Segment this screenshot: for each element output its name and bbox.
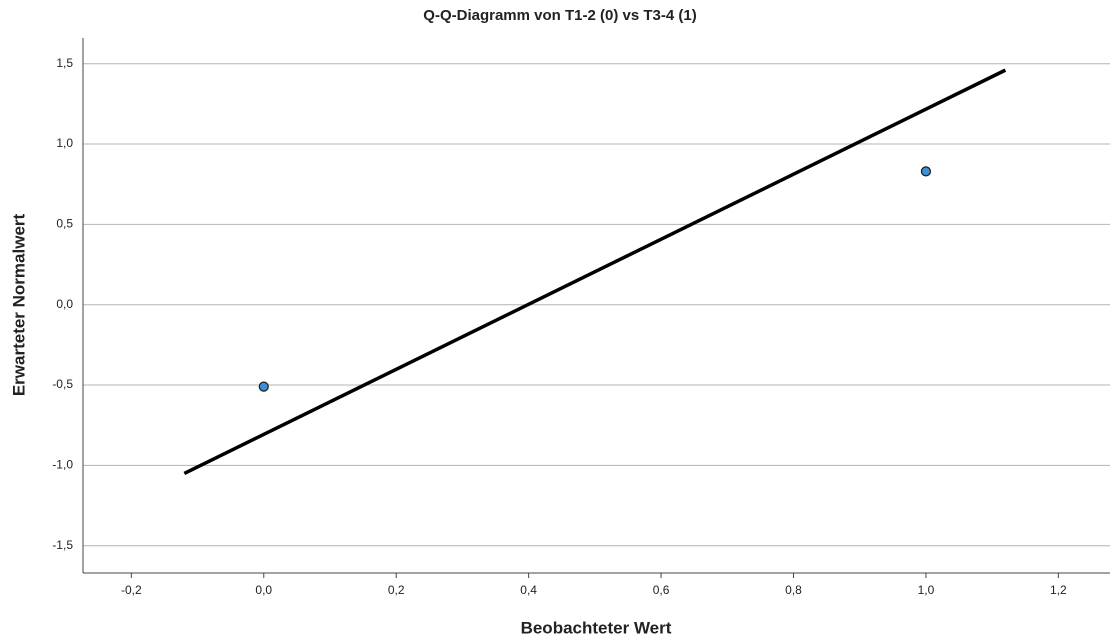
y-tick-label: 0,0 [56,297,73,311]
y-tick-label: 1,5 [56,56,73,70]
y-tick-label: -1,5 [52,538,73,552]
x-tick-label: 1,2 [1050,583,1067,597]
y-axis-title: Erwarteter Normalwert [9,213,28,396]
x-tick-label: 0,2 [388,583,405,597]
y-tick-label: -0,5 [52,377,73,391]
chart-title: Q-Q-Diagramm von T1-2 (0) vs T3-4 (1) [423,7,696,24]
x-tick-label: -0,2 [121,583,142,597]
reference-line [183,68,1007,475]
y-tick-label: 0,5 [56,217,73,231]
x-axis-title: Beobachteter Wert [521,618,672,637]
y-tick-label: -1,0 [52,458,73,472]
x-tick-label: 0,0 [255,583,272,597]
x-tick-label: 1,0 [918,583,935,597]
data-point [258,381,269,392]
x-tick-label: 0,6 [653,583,670,597]
x-tick-label: 0,8 [785,583,802,597]
data-point [920,166,932,177]
y-tick-label: 1,0 [56,136,73,150]
x-tick-label: 0,4 [520,583,537,597]
